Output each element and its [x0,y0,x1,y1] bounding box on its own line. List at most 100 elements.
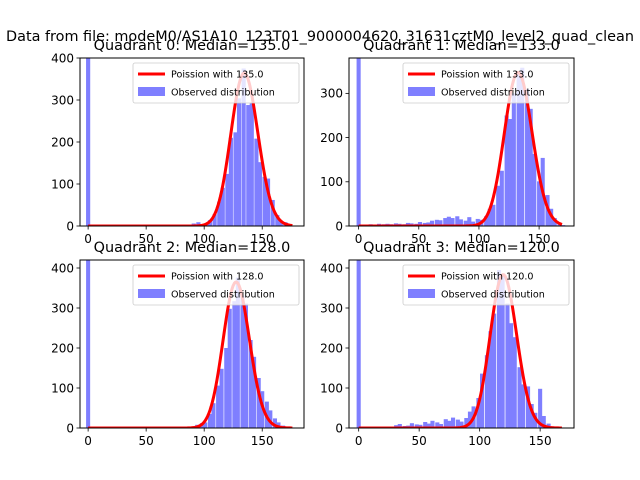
x-tick-label: 100 [467,232,490,246]
legend-hist-label: Observed distribution [441,88,545,99]
subplot-title: Quadrant 2: Median=128.0 [94,240,291,256]
histogram-bar [265,178,271,226]
x-tick-label: 0 [355,434,363,448]
x-tick-label: 50 [411,232,426,246]
histogram-bar [520,67,525,226]
histogram-bar [492,313,497,428]
histogram-bar [438,424,443,428]
histogram-bar [248,340,253,428]
histogram-bar [487,208,492,226]
histogram-bar [491,204,496,226]
histogram-bar [504,115,509,226]
histogram-bar [500,274,505,428]
histogram-bar [422,222,427,226]
histogram-bar [227,308,232,428]
histogram-bar [538,388,543,428]
axes-frame [348,57,575,227]
x-tick-label: 50 [139,434,154,448]
histogram-bar [505,303,510,428]
quadrant-panel-3: 0 50 100 150 0 100 200 300 400 Quadrant 3: Median… [320,240,575,448]
histogram-bar [447,420,452,428]
legend: Poission with 133.0 Observed distribution [402,62,570,104]
legend-hist-swatch [138,289,165,298]
x-tick-label: 150 [529,434,552,448]
histogram-bar [252,356,257,428]
histogram-bar [256,378,261,428]
legend: Poission with 128.0 Observed distribution [132,264,300,306]
histogram-bar [496,270,502,428]
histogram-bar [216,385,221,428]
histogram-bar [235,277,240,428]
x-tick-label: 0 [84,434,92,448]
x-tick-label: 150 [528,232,551,246]
histogram-bar [537,181,542,226]
histogram-bar [240,295,245,428]
x-tick-label: 50 [139,232,154,246]
histogram-bar [254,138,259,226]
histogram-bar [405,222,410,226]
legend-frame [132,62,300,104]
x-tick-label: 150 [251,434,274,448]
histogram-bar [470,221,475,226]
histogram-bar [278,220,283,226]
histogram-bar [418,424,423,428]
histogram-bar [429,220,435,226]
histogram-bar [241,68,246,226]
histogram-bar [446,216,451,226]
histogram-bar [249,103,254,226]
quadrant-panel-2: 0 50 100 150 0 100 200 300 400 Quadrant 2: Median… [51,240,305,448]
histogram-bar [426,423,431,428]
legend-hist-label: Observed distribution [171,88,275,99]
subplot-title: Quadrant 3: Median=120.0 [363,240,560,256]
histogram-bar [262,176,267,226]
y-tick-label: 200 [51,135,74,149]
histogram-bar [217,201,222,226]
histogram-bar [228,137,233,226]
histogram-bar [512,337,517,428]
histogram-bar [521,384,526,428]
histogram-spike-bar [356,260,361,428]
histogram-bar [397,424,402,428]
y-tick-label: 100 [51,381,74,395]
histogram-bar [525,88,530,226]
legend-hist-swatch [408,289,435,298]
histogram-bar [443,218,448,226]
legend-line-label: Poission with 135.0 [171,70,264,81]
legend-line-label: Poission with 133.0 [441,70,534,81]
histogram-bar [509,323,514,428]
legend-hist-label: Observed distribution [441,290,545,301]
figure-suptitle: Data from file: modeM0/AS1A10_123T01_900… [6,29,634,45]
legend: Poission with 135.0 Observed distribution [132,62,300,104]
histogram-bar [467,411,473,428]
histogram-bar [484,355,489,428]
legend-hist-swatch [138,87,165,96]
histogram-bar [467,217,472,226]
axes-frame [79,259,305,429]
histogram-bar [525,386,531,428]
histogram-bar [414,424,419,428]
histogram-bar [275,215,280,226]
histogram-bar [246,105,251,226]
histogram-bar [511,93,516,226]
x-tick-label: 100 [468,434,491,448]
quadrant-panel-1: 0 50 100 150 0 100 200 300 Quadrant 1: Median=13… [320,38,575,246]
y-tick-label: 0 [335,421,343,435]
histogram-bar [426,222,431,226]
histogram-bar [233,132,238,226]
histogram-bar [475,218,480,226]
histogram-bar [207,414,213,428]
histogram-bar [212,214,217,226]
x-tick-label: 0 [355,232,363,246]
histogram-bar [196,222,201,226]
histogram-bar [517,367,522,428]
histogram-bar [459,421,464,428]
y-tick-label: 200 [320,341,343,355]
histogram-bar [476,398,481,428]
legend-frame [402,62,570,104]
y-tick-label: 400 [320,261,343,275]
histogram-bar [257,162,262,226]
histogram-spike-bar [86,58,91,226]
histogram-bar [484,216,489,226]
histogram-bar [430,420,435,428]
histogram-bar [219,368,224,428]
